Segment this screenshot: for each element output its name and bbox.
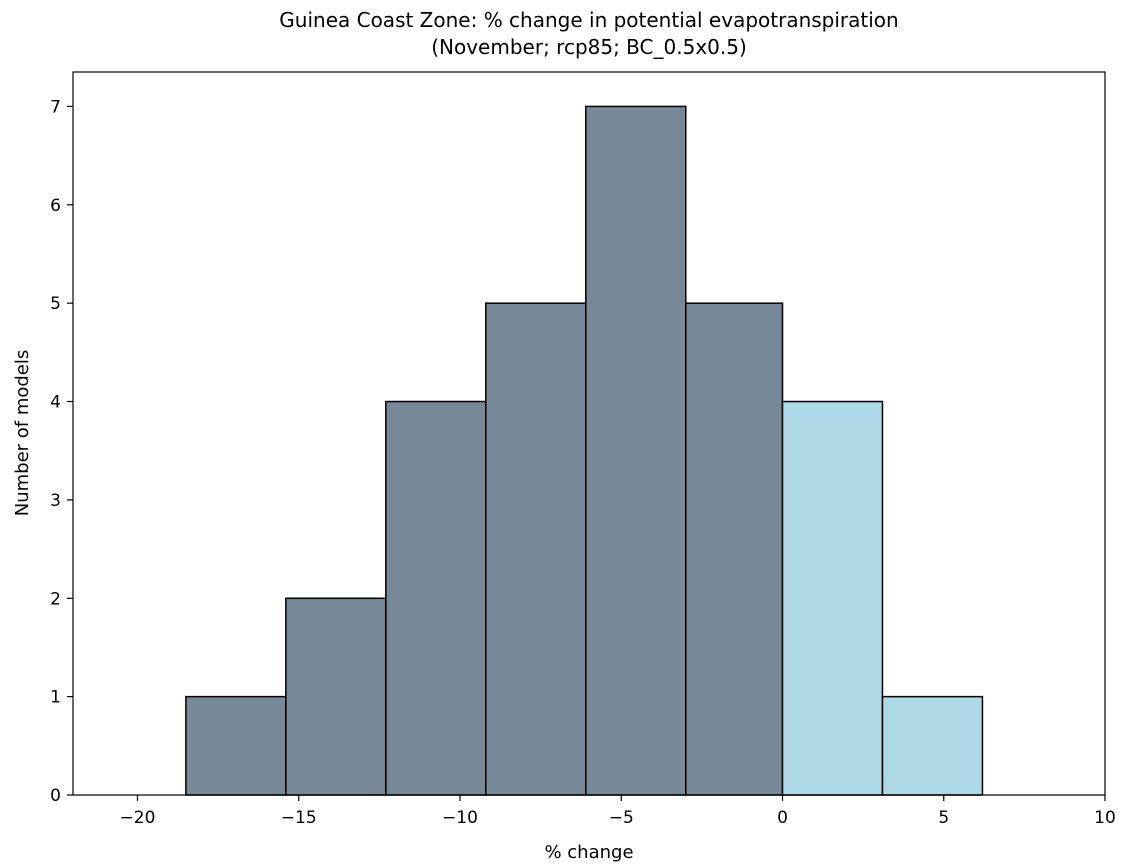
y-tick-label: 5: [50, 294, 61, 314]
bars-group: [185, 105, 984, 796]
y-tick-label: 0: [50, 786, 61, 806]
x-tick-label: −20: [120, 808, 156, 828]
histogram-bar-1: [285, 597, 387, 796]
histogram-bar-7: [881, 695, 984, 796]
histogram-bar-3: [485, 302, 587, 796]
chart-subtitle: (November; rcp85; BC_0.5x0.5): [431, 35, 747, 59]
histogram-bar-6: [781, 400, 884, 796]
y-tick-label: 2: [50, 589, 61, 609]
x-tick-label: 10: [1094, 808, 1116, 828]
x-tick-label: 5: [938, 808, 949, 828]
chart-title: Guinea Coast Zone: % change in potential…: [279, 8, 898, 32]
y-axis-ticks: 0 1 2 3 4 5 6 7: [50, 97, 73, 806]
x-tick-label: −5: [609, 808, 634, 828]
x-tick-label: 0: [777, 808, 788, 828]
y-tick-label: 7: [50, 97, 61, 117]
x-tick-label: −10: [442, 808, 478, 828]
histogram-bar-4: [585, 105, 687, 796]
plot-frame: [72, 71, 1106, 796]
y-tick-label: 1: [50, 688, 61, 708]
x-axis-ticks: −20 −15 −10 −5 0 5 10: [120, 795, 1116, 828]
y-tick-label: 3: [50, 491, 61, 511]
histogram-bar-2: [385, 400, 487, 796]
x-tick-label: −15: [281, 808, 317, 828]
histogram-bar-5: [685, 302, 784, 796]
x-axis-label: % change: [544, 842, 633, 863]
y-tick-label: 4: [50, 393, 61, 413]
y-tick-label: 6: [50, 196, 61, 216]
histogram-bar-0: [185, 695, 287, 796]
y-axis-label: Number of models: [12, 350, 33, 517]
